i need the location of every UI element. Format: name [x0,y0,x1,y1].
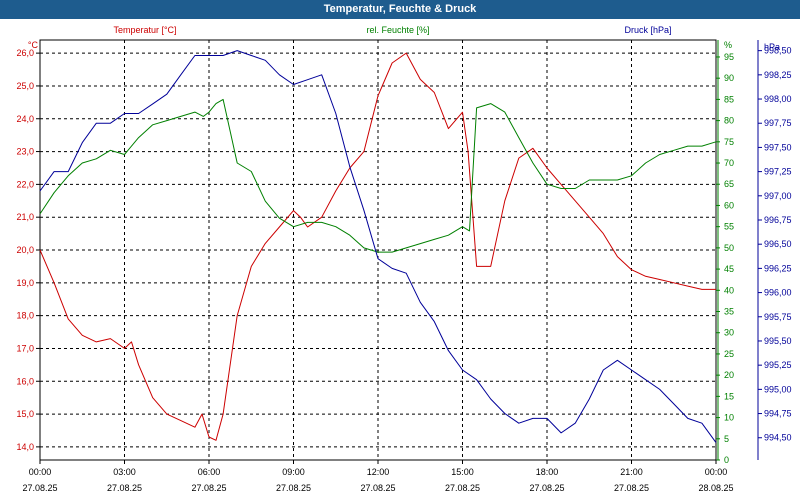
humidity-line [39,98,717,253]
x-tick-date: 27.08.25 [445,483,480,493]
x-tick-date: 27.08.25 [22,483,57,493]
humidity-tick-label: 70 [724,158,734,168]
humidity-tick-label: 65 [724,179,734,189]
left-tick-label: 18,0 [16,311,34,321]
pressure-tick-label: 997,25 [764,167,792,177]
humidity-tick-label: 80 [724,116,734,126]
x-tick-time: 15:00 [451,467,474,477]
humidity-tick-label: 25 [724,349,734,359]
x-tick-time: 18:00 [536,467,559,477]
grid [40,40,716,460]
pressure-tick-label: 995,75 [764,312,792,322]
legend-pressure: Druck [hPa] [624,25,671,35]
pressure-tick-label: 997,00 [764,191,792,201]
pressure-tick-label: 995,00 [764,384,792,394]
x-tick-date: 27.08.25 [614,483,649,493]
humidity-tick-label: 40 [724,285,734,295]
left-tick-label: 20,0 [16,245,34,255]
pressure-tick-label: 995,25 [764,360,792,370]
pressure-tick-label: 998,50 [764,46,792,56]
left-tick-label: 23,0 [16,147,34,157]
x-tick-date: 28.08.25 [698,483,733,493]
humidity-tick-label: 15 [724,391,734,401]
series-lines [39,50,717,443]
legend-temperature: Temperatur [°C] [113,25,176,35]
pressure-axis: 994,50 994,75 995,00 995,25 995,50 995,75 996,… [757,40,792,460]
x-tick-time: 00:00 [29,467,52,477]
humidity-tick-label: 90 [724,73,734,83]
pressure-tick-label: 994,50 [764,433,792,443]
legend-humidity: rel. Feuchte [%] [366,25,429,35]
humidity-tick-label: 35 [724,307,734,317]
left-tick-label: 24,0 [16,114,34,124]
temperature-line [39,52,716,441]
humidity-tick-label: 55 [724,222,734,232]
pressure-tick-label: 996,25 [764,263,792,273]
x-axis: 00:00 27.08.25 03:00 27.08.25 06:00 27.08.25 0… [22,460,734,493]
temperature-unit: °C [28,40,39,50]
left-tick-label: 15,0 [16,409,34,419]
pressure-tick-label: 997,75 [764,118,792,128]
pressure-tick-label: 994,75 [764,409,792,419]
chart-title: Temperatur, Feuchte & Druck [0,0,800,19]
x-tick-date: 27.08.25 [191,483,226,493]
humidity-tick-label: 50 [724,243,734,253]
x-tick-date: 27.08.25 [360,483,395,493]
humidity-tick-label: 20 [724,370,734,380]
pressure-tick-label: 998,00 [764,94,792,104]
humidity-tick-label: 10 [724,413,734,423]
left-tick-label: 25,0 [16,81,34,91]
left-tick-label: 21,0 [16,212,34,222]
pressure-unit: hPa [764,42,780,52]
humidity-tick-label: 95 [724,52,734,62]
pressure-tick-label: 996,75 [764,215,792,225]
left-tick-label: 17,0 [16,343,34,353]
left-tick-label: 22,0 [16,179,34,189]
x-tick-time: 00:00 [705,467,728,477]
x-tick-time: 06:00 [198,467,221,477]
humidity-tick-label: 5 [724,434,729,444]
left-tick-label: 16,0 [16,376,34,386]
x-tick-time: 09:00 [282,467,305,477]
humidity-tick-label: 30 [724,328,734,338]
pressure-line [39,50,717,443]
left-axis: 14,0 15,0 16,0 17,0 18,0 19,0 20,0 21,0 22,0 23,0… [16,48,40,452]
x-tick-time: 03:00 [113,467,136,477]
humidity-tick-label: 60 [724,200,734,210]
pressure-tick-label: 996,00 [764,288,792,298]
humidity-axis: 0 5 10 15 20 25 30 35 40 45 50 55 60 65 70 75 80 85 90 95% [716,40,734,465]
humidity-tick-label: 0 [724,455,729,465]
pressure-tick-label: 995,50 [764,336,792,346]
humidity-tick-label: 75 [724,137,734,147]
pressure-tick-label: 996,50 [764,239,792,249]
pressure-tick-label: 997,50 [764,142,792,152]
x-tick-date: 27.08.25 [107,483,142,493]
pressure-tick-label: 998,25 [764,70,792,80]
left-tick-label: 14,0 [16,442,34,452]
humidity-tick-label: 45 [724,264,734,274]
humidity-unit: % [724,40,732,50]
left-tick-label: 26,0 [16,48,34,58]
humidity-tick-label: 85 [724,94,734,104]
x-tick-date: 27.08.25 [276,483,311,493]
x-tick-date: 27.08.25 [529,483,564,493]
x-tick-time: 21:00 [620,467,643,477]
x-tick-time: 12:00 [367,467,390,477]
left-tick-label: 19,0 [16,278,34,288]
